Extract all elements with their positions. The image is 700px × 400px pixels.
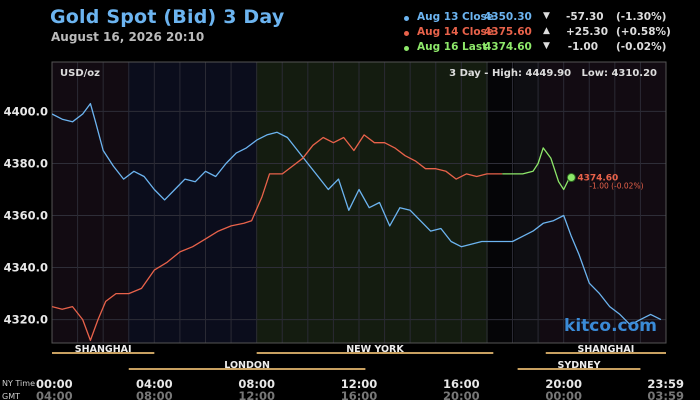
x-tick-label: 23:59 [647,377,684,391]
last-price-label: 4374.60 [577,174,618,184]
chart-title: Gold Spot (Bid) 3 Day [50,6,285,28]
down-arrow-icon: ▼ [543,41,550,51]
legend-change: -1.00 [567,41,598,53]
series-line [52,102,662,326]
down-arrow-icon: ▼ [543,11,550,21]
chart-timestamp: August 16, 2026 20:10 [51,30,205,44]
plot-frame [51,61,667,344]
gmt-tick-label: 20:00 [443,389,480,400]
session-label: SHANGHAI [578,344,635,355]
gmt-tick-label: 04:00 [36,389,73,400]
x-tick-label: 00:00 [36,377,73,391]
y-tick-label: 4360.0 [4,209,48,223]
y-axis: 4320.0 4340.0 4360.0 4380.0 4400.0 [4,104,48,326]
series-line [502,147,572,191]
up-arrow-icon: ▲ [543,26,550,36]
series-lines [52,102,662,342]
legend-dot-icon [404,31,409,36]
band-sydney [514,62,540,343]
x-tick-label: 04:00 [136,377,173,391]
grid [52,62,666,343]
legend-value: 4350.30 [484,11,532,23]
legend-change: -57.30 [566,11,604,23]
band-asia-late [540,62,666,343]
session-label: NEW YORK [346,344,404,355]
legend-label: Aug 14 Close [417,26,494,38]
gmt-tick-label: 16:00 [341,389,378,400]
last-change-label: -1.00 (-0.02%) [589,182,643,191]
session-label: LONDON [224,360,270,371]
gmt-tick-label: 08:00 [136,389,173,400]
series-line [52,134,503,342]
gmt-tick-label: 03:59 [647,389,684,400]
legend-percent: (-1.30%) [616,11,667,23]
y-tick-label: 4380.0 [4,156,48,170]
gmt-tick-label: 00:00 [545,389,582,400]
x-tick-label: 12:00 [341,377,378,391]
unit-label: USD/oz [60,68,100,79]
legend-percent: (-0.02%) [616,41,667,53]
kitco-watermark: kitco.com [564,316,657,336]
legend-dot-icon [404,16,409,21]
legend-dot-icon [404,46,409,51]
last-price-marker [566,173,576,183]
band-asia-early [52,62,128,343]
y-tick-label: 4320.0 [4,313,48,327]
range-label: 3 Day - High: 4449.90 Low: 4310.20 [449,68,657,79]
band-newyork [256,62,488,343]
gmt-tick-label: 12:00 [238,389,275,400]
ny-time-label: NY Time [2,379,35,388]
legend-label: Aug 16 Last [417,41,488,53]
session-label: SYDNEY [558,360,601,371]
legend-value: 4374.60 [484,41,532,53]
y-tick-label: 4340.0 [4,261,48,275]
session-label: SHANGHAI [75,344,132,355]
x-tick-label: 20:00 [545,377,582,391]
legend-label: Aug 13 Close [417,11,494,23]
x-tick-label: 16:00 [443,377,480,391]
band-london [128,62,256,343]
gmt-label: GMT [2,392,20,400]
y-tick-label: 4400.0 [4,104,48,118]
legend-percent: (+0.58%) [616,26,671,38]
legend-value: 4375.60 [484,26,532,38]
session-bars: SHANGHAI NEW YORK SHANGHAI LONDON SYDNEY [52,344,666,371]
legend-change: +25.30 [566,26,609,38]
x-axis: 00:0004:0004:0008:0008:0012:0012:0016:00… [36,377,684,400]
x-tick-label: 08:00 [238,377,275,391]
